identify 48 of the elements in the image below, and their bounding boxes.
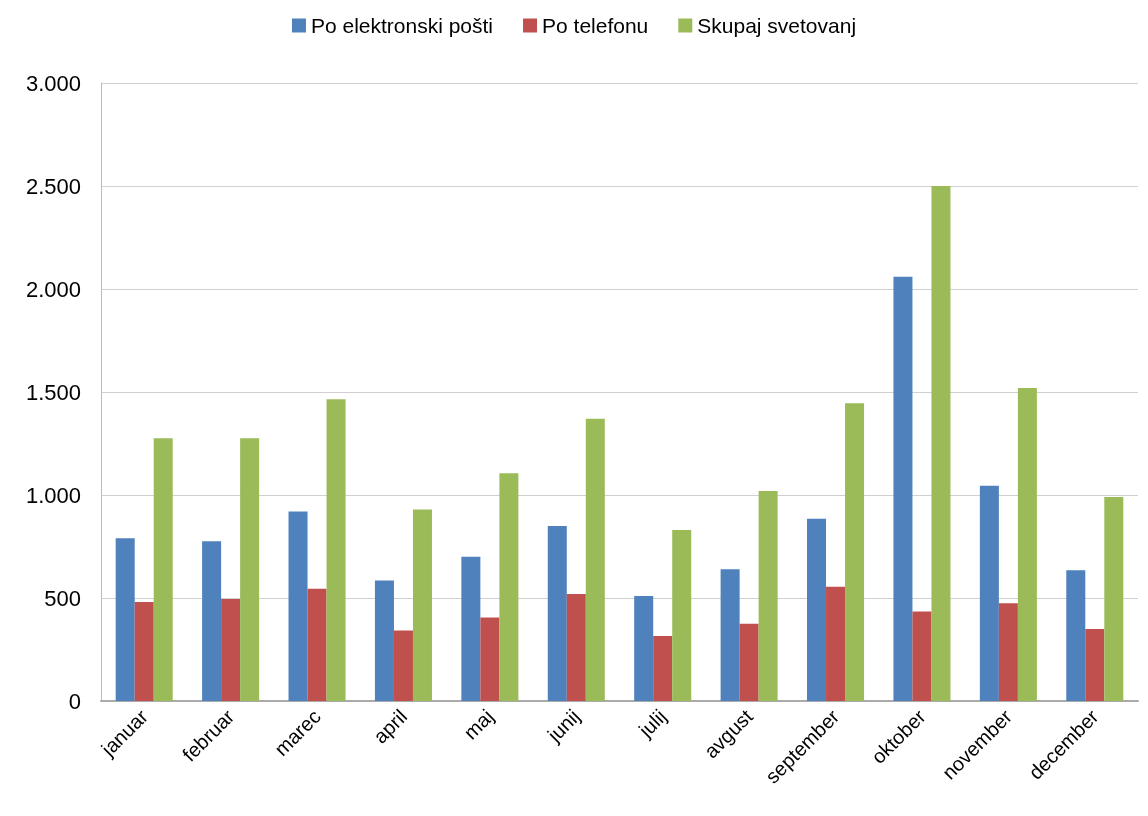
bar bbox=[153, 438, 173, 701]
bar bbox=[653, 636, 673, 701]
y-tick-label: 2.500 bbox=[25, 173, 81, 199]
bar bbox=[221, 599, 241, 701]
bar bbox=[134, 602, 154, 701]
bar bbox=[1085, 628, 1105, 701]
bar bbox=[912, 611, 932, 701]
bar bbox=[634, 595, 654, 701]
bar bbox=[1066, 570, 1086, 701]
bar bbox=[115, 538, 135, 701]
legend-label: Skupaj svetovanj bbox=[697, 14, 857, 37]
bar bbox=[1104, 497, 1124, 701]
bar bbox=[307, 588, 327, 701]
bar bbox=[412, 509, 432, 701]
bar bbox=[202, 541, 222, 701]
bar bbox=[480, 617, 500, 701]
legend-label: Po elektronski pošti bbox=[310, 14, 494, 37]
y-tick-label: 2.000 bbox=[25, 276, 81, 302]
bar bbox=[758, 490, 778, 701]
bar bbox=[1017, 387, 1037, 701]
bar bbox=[720, 569, 740, 701]
bar bbox=[288, 511, 308, 701]
y-tick-label: 1.500 bbox=[25, 379, 81, 405]
y-tick-label: 0 bbox=[68, 688, 81, 714]
x-tick-label: julij bbox=[633, 705, 671, 742]
bar bbox=[499, 473, 519, 701]
bar bbox=[807, 518, 827, 701]
y-tick-label: 1.000 bbox=[25, 482, 81, 508]
bar bbox=[461, 556, 481, 701]
bar bbox=[374, 580, 394, 701]
bar bbox=[393, 630, 413, 701]
bar bbox=[566, 593, 586, 701]
bar bbox=[931, 186, 951, 701]
bar bbox=[585, 418, 605, 701]
bar bbox=[240, 438, 260, 701]
bar bbox=[326, 399, 346, 701]
bar bbox=[739, 623, 759, 701]
bar bbox=[826, 586, 846, 701]
bar bbox=[845, 403, 865, 701]
bar bbox=[998, 603, 1018, 701]
y-tick-label: 3.000 bbox=[25, 70, 81, 96]
bar bbox=[547, 525, 567, 701]
bar bbox=[672, 530, 692, 701]
bar bbox=[893, 276, 913, 701]
legend-label: Po telefonu bbox=[542, 14, 649, 37]
x-tick-label: maj bbox=[459, 705, 498, 744]
y-tick-label: 500 bbox=[44, 585, 81, 611]
bar bbox=[979, 485, 999, 701]
